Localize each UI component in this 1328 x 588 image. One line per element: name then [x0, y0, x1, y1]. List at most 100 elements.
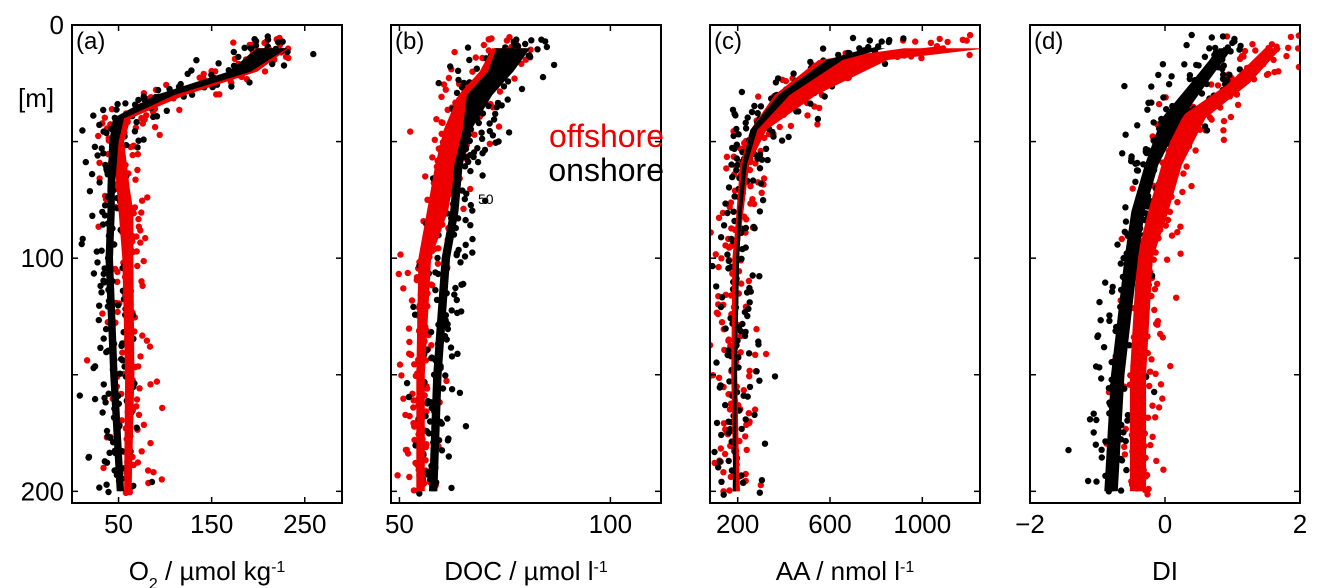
data-point [1160, 466, 1167, 473]
data-point [1160, 94, 1167, 101]
data-point [720, 222, 728, 229]
data-point [790, 70, 797, 77]
data-point [432, 286, 439, 294]
data-point [500, 83, 508, 90]
data-point [1144, 491, 1151, 498]
data-point [715, 263, 722, 271]
data-point [751, 406, 759, 413]
data-point [1214, 82, 1222, 89]
data-point [534, 46, 541, 53]
data-point [404, 269, 411, 277]
data-point [133, 118, 140, 126]
data-point [460, 205, 467, 212]
data-point [79, 235, 86, 243]
data-point [746, 367, 753, 374]
data-point [900, 35, 907, 42]
data-point [1287, 33, 1295, 41]
data-point [496, 88, 504, 95]
data-point [137, 353, 144, 360]
data-point [1163, 256, 1171, 263]
data-point [1093, 416, 1100, 424]
panel-label: (d) [1034, 28, 1063, 55]
data-point [755, 93, 762, 100]
data-point [1132, 178, 1139, 185]
data-point [747, 288, 754, 295]
data-point [113, 106, 120, 113]
data-point [139, 332, 146, 339]
data-point [720, 491, 727, 498]
data-point [713, 283, 720, 290]
data-point [143, 112, 150, 119]
data-point [715, 374, 723, 381]
data-point [154, 86, 162, 94]
data-point [918, 54, 925, 62]
data-point [1177, 250, 1184, 257]
data-point [1097, 317, 1104, 324]
data-point [163, 107, 170, 115]
data-point [1117, 260, 1125, 267]
data-point [88, 170, 96, 178]
data-point [96, 121, 103, 129]
data-point [743, 446, 750, 454]
data-point [134, 262, 141, 270]
data-point [756, 489, 763, 496]
data-point [1121, 82, 1128, 90]
data-point [486, 140, 493, 147]
data-point [471, 131, 478, 138]
data-point [97, 344, 104, 351]
data-point [105, 488, 112, 496]
data-point [134, 151, 141, 158]
data-point [1177, 223, 1184, 230]
data-point [1186, 75, 1194, 83]
data-point [1094, 332, 1102, 339]
data-point [713, 419, 721, 427]
data-point [147, 381, 154, 388]
data-point [1206, 45, 1213, 52]
data-point [710, 262, 716, 270]
data-point [715, 214, 723, 221]
data-point [866, 37, 873, 44]
data-point [1106, 312, 1113, 319]
data-point [1152, 414, 1159, 421]
data-point [402, 411, 409, 419]
data-point [878, 38, 885, 45]
data-point [511, 75, 518, 82]
data-point [90, 112, 97, 119]
data-point [490, 116, 498, 123]
data-point [700, 272, 706, 278]
data-point [280, 62, 288, 69]
data-point [402, 446, 410, 454]
data-point [443, 377, 450, 385]
plot-area [700, 31, 980, 498]
data-point [1114, 241, 1121, 248]
data-point [429, 154, 436, 161]
data-point [247, 45, 255, 52]
data-point [492, 110, 499, 118]
data-point [98, 247, 105, 254]
data-point [397, 251, 404, 258]
data-point [1120, 429, 1127, 436]
data-point [1168, 73, 1175, 80]
data-point [1208, 34, 1216, 41]
data-point [479, 172, 486, 179]
x-tick-label: −2 [1015, 509, 1045, 539]
data-point [1181, 61, 1188, 68]
data-point [310, 50, 317, 58]
data-point [1148, 83, 1155, 90]
data-point [139, 282, 146, 289]
data-point [849, 34, 857, 42]
data-point [526, 52, 533, 59]
data-point [140, 136, 147, 143]
data-point [1151, 306, 1158, 314]
plot-area [1065, 31, 1300, 498]
x-tick-label: 100 [589, 509, 632, 539]
data-point [96, 179, 103, 186]
data-point [410, 303, 417, 311]
data-point [1168, 232, 1176, 239]
data-point [1134, 122, 1141, 129]
data-point [821, 93, 828, 100]
data-point [215, 60, 222, 67]
data-point [738, 88, 746, 96]
data-point [448, 484, 455, 492]
legend-offshore: offshore [549, 118, 664, 154]
